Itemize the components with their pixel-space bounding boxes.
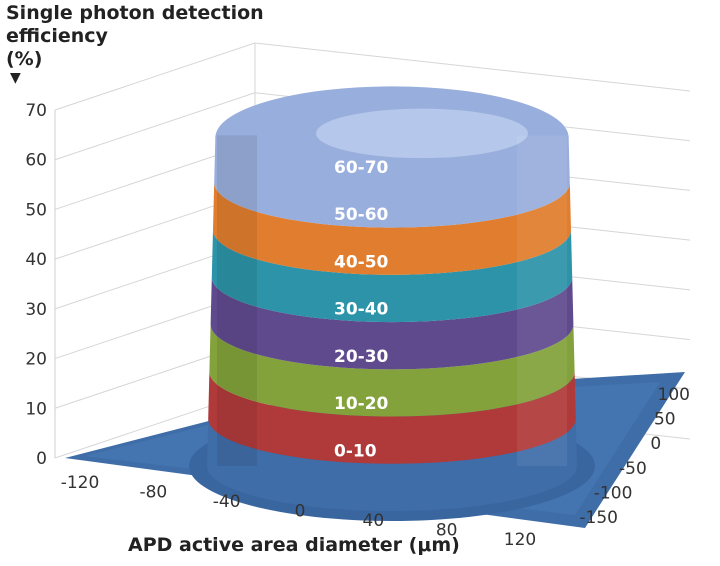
band-label: 0-10 [334, 441, 377, 461]
band-label: 40-50 [334, 252, 389, 272]
y-tick-label: -50 [619, 459, 647, 479]
z-axis-title-line-2: efficiency [6, 25, 108, 47]
surface-band-40-50 [211, 229, 573, 323]
band-label: 10-20 [334, 394, 389, 414]
x-tick-label: 0 [295, 502, 306, 522]
side-gridline [54, 92, 256, 161]
z-tick-label: 30 [25, 300, 47, 320]
z-axis-title-line-1: Single photon detection [6, 2, 264, 24]
x-tick-label: -80 [139, 483, 167, 503]
band-label: 50-60 [334, 205, 389, 225]
x-tick-label: 40 [363, 511, 385, 531]
y-tick-label: -150 [579, 508, 618, 528]
band-label: 30-40 [334, 300, 389, 320]
surface-band-10-20 [208, 371, 576, 464]
surface-shade [217, 135, 257, 466]
surface-sheen [517, 135, 567, 466]
surface-top-highlight [316, 108, 528, 159]
x-axis-title: APD active area diameter (μm) [128, 534, 460, 556]
x-tick-label: 120 [504, 530, 536, 550]
z-tick-label: 70 [25, 101, 47, 121]
side-gridline [54, 42, 256, 111]
y-tick-label: 0 [650, 434, 661, 454]
z-tick-label: 50 [25, 200, 47, 220]
z-axis-title-line-3: (%) [6, 48, 43, 70]
x-tick-label: -40 [213, 492, 241, 512]
z-tick-label: 40 [25, 250, 47, 270]
band-label: 20-30 [334, 347, 389, 367]
y-tick-label: 100 [658, 385, 690, 405]
z-tick-label: 20 [25, 350, 47, 370]
z-tick-label: 10 [25, 399, 47, 419]
surface-band-20-30 [209, 324, 575, 417]
back-gridline [254, 42, 691, 92]
y-tick-label: -100 [594, 483, 633, 503]
surface-band-30-40 [210, 277, 574, 370]
surface-band-0-10 [207, 418, 577, 511]
x-tick-label: 80 [436, 521, 458, 541]
surface-band-50-60 [213, 182, 571, 275]
band-label: 60-70 [334, 158, 389, 178]
z-tick-label: 60 [25, 151, 47, 171]
x-tick-label: -120 [61, 473, 100, 493]
z-tick-label: 0 [36, 449, 47, 469]
z-axis-title: Single photon detection efficiency (%) ▼ [6, 2, 264, 85]
z-axis-arrow-icon: ▼ [10, 70, 21, 86]
y-tick-label: 50 [654, 410, 676, 430]
